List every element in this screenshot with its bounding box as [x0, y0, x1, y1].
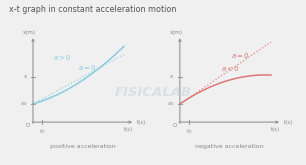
Text: x(m): x(m)	[23, 30, 36, 35]
Text: t(s): t(s)	[271, 127, 280, 132]
Text: O: O	[26, 123, 30, 128]
Text: $t_0$: $t_0$	[39, 127, 45, 136]
Text: $a>0$: $a>0$	[53, 53, 72, 62]
Text: positive acceleration: positive acceleration	[50, 144, 115, 149]
Text: $a=0$: $a=0$	[78, 63, 97, 72]
Text: x(m): x(m)	[170, 30, 183, 35]
Text: $a<0$: $a<0$	[221, 64, 239, 73]
Text: $a=0$: $a=0$	[231, 51, 250, 60]
Text: t(s): t(s)	[284, 120, 293, 125]
Text: negative acceleration: negative acceleration	[195, 144, 264, 149]
Text: FISICALAB: FISICALAB	[114, 86, 192, 99]
Text: $x$: $x$	[170, 73, 175, 80]
Text: t(s): t(s)	[124, 127, 133, 132]
Text: O: O	[173, 123, 177, 128]
Text: $x$: $x$	[23, 73, 28, 80]
Text: $t_0$: $t_0$	[186, 127, 192, 136]
Text: x-t graph in constant acceleration motion: x-t graph in constant acceleration motio…	[9, 5, 177, 14]
Text: $x_0$: $x_0$	[167, 100, 175, 108]
Text: t(s): t(s)	[137, 120, 146, 125]
Text: $x_0$: $x_0$	[21, 100, 28, 108]
